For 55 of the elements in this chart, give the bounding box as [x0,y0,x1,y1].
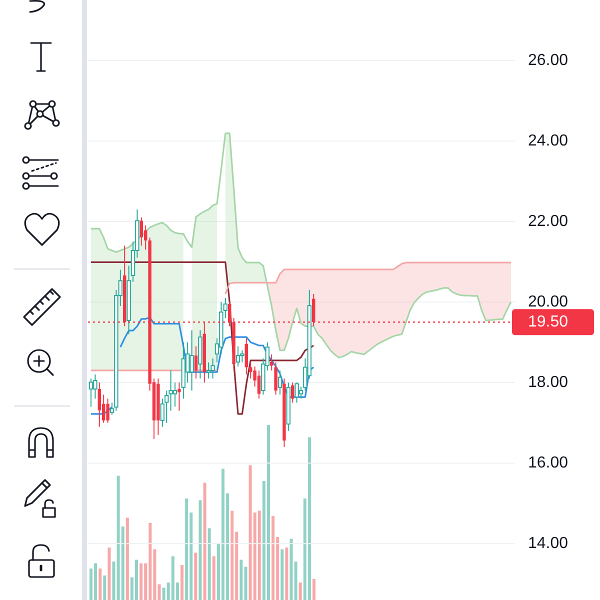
bar [108,548,111,600]
candlestick [98,382,101,428]
candlestick [210,358,215,380]
candlestick [140,216,143,246]
candlestick [294,382,299,404]
candlestick [244,338,248,375]
bar [240,560,243,600]
candlestick [270,354,274,371]
candlestick [194,346,198,380]
candlestick [88,378,94,408]
y-tick-label: 24.00 [528,132,568,150]
candlestick [240,350,244,363]
bar [312,579,316,600]
bar [103,576,106,600]
bar [272,516,275,600]
bar [290,538,293,600]
candlestick [257,370,261,400]
y-tick-label: 16.00 [528,454,568,472]
bar [208,528,211,600]
candlestick [106,398,110,424]
y-tick-label: 14.00 [528,535,568,552]
bar [285,548,288,600]
y-tick-label: 26.00 [528,52,568,69]
y-tick-label: 20.00 [528,294,568,311]
bar [140,563,143,600]
bar [185,498,188,600]
bar [126,518,129,600]
candlestick [291,382,294,404]
candlestick [249,362,252,380]
candlestick [190,330,194,392]
ref-line-label: 19.50 [528,314,568,331]
bar [158,584,161,600]
bar [198,500,202,600]
candlestick [178,382,181,412]
bar [258,510,261,600]
bar [212,556,216,600]
bar [298,582,302,600]
y-tick-label: 22.00 [528,212,568,230]
bar [203,482,206,600]
candlestick [236,346,240,367]
bar [266,425,270,600]
bar [280,549,284,600]
bar [180,565,184,600]
y-tick-label: 18.00 [528,374,568,392]
bar [230,510,234,600]
candlestick [172,382,178,408]
candlestick [164,390,169,424]
bar [194,552,198,600]
bar [294,562,298,600]
candlestick [206,362,211,380]
bar [98,568,102,600]
candlestick [278,370,282,396]
line-series [90,261,314,415]
candlestick [274,362,278,396]
bar [308,437,311,600]
